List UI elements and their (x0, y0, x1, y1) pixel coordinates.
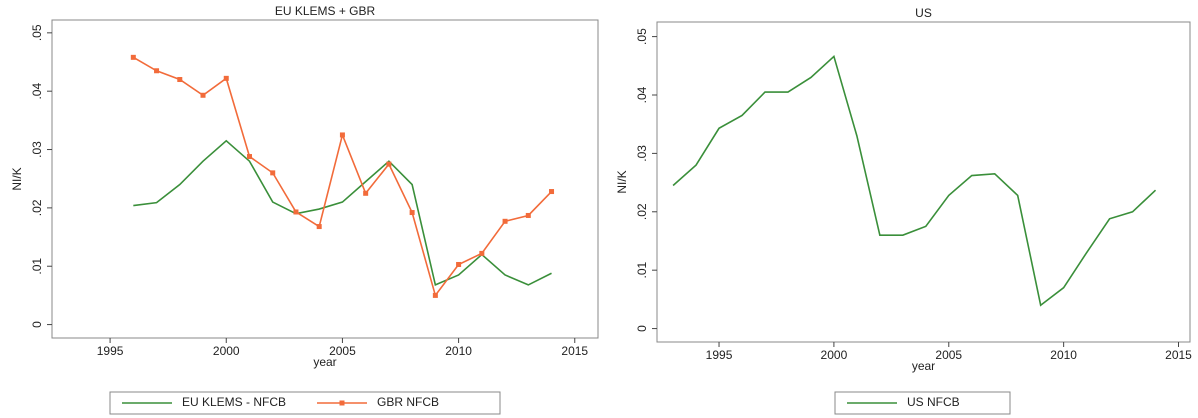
y-axis-label: NI/K (10, 167, 24, 190)
x-axis-label: year (912, 359, 935, 373)
y-tick-label: .03 (30, 141, 44, 158)
point-marker (456, 261, 462, 267)
plot-frame (656, 21, 1191, 343)
y-tick-label: .01 (635, 262, 649, 279)
y-tick-label: 0 (30, 321, 44, 328)
x-tick-label: 2005 (329, 344, 356, 358)
y-axis-label: NI/K (615, 170, 629, 193)
x-tick-label: 1995 (706, 348, 733, 362)
x-tick-label: 2010 (445, 344, 472, 358)
chart-title: EU KLEMS + GBR (275, 4, 376, 18)
legend-label: US NFCB (907, 395, 960, 409)
point-marker (270, 170, 276, 176)
x-tick-label: 2005 (935, 348, 962, 362)
point-marker (130, 54, 136, 60)
y-tick-label: .02 (635, 203, 649, 220)
point-marker (177, 77, 183, 83)
x-tick-label: 2000 (821, 348, 848, 362)
point-marker (549, 189, 555, 195)
point-marker (293, 209, 299, 215)
point-marker (223, 75, 229, 81)
series-line (672, 54, 1157, 307)
legend-box (109, 391, 501, 415)
point-marker (479, 250, 485, 256)
x-tick-label: 2015 (1165, 348, 1192, 362)
point-marker (386, 161, 392, 167)
x-tick-label: 1995 (97, 344, 124, 358)
legend-label: GBR NFCB (377, 395, 439, 409)
y-tick-label: .03 (635, 145, 649, 162)
legend-marker (339, 400, 345, 406)
point-marker (363, 190, 369, 196)
point-marker (339, 132, 345, 138)
y-tick-label: .01 (30, 258, 44, 275)
x-tick-label: 2000 (213, 344, 240, 358)
y-tick-label: .05 (30, 24, 44, 41)
plot-frame (51, 19, 599, 339)
y-tick-label: .04 (635, 86, 649, 103)
point-marker (525, 212, 531, 218)
point-marker (316, 224, 322, 230)
chart-title: US (915, 6, 932, 20)
point-marker (200, 92, 206, 98)
legend-label: EU KLEMS - NFCB (182, 395, 286, 409)
x-axis-label: year (313, 355, 336, 369)
point-marker (409, 210, 415, 216)
y-tick-label: .04 (30, 83, 44, 100)
series-line (133, 139, 552, 287)
point-marker (154, 68, 160, 74)
point-marker (432, 292, 438, 298)
y-tick-label: 0 (635, 325, 649, 332)
y-tick-label: .02 (30, 199, 44, 216)
legend-box (834, 391, 1011, 415)
y-tick-label: .05 (635, 28, 649, 45)
x-tick-label: 2010 (1050, 348, 1077, 362)
point-marker (502, 218, 508, 224)
point-marker (246, 154, 252, 160)
x-tick-label: 2015 (561, 344, 588, 358)
